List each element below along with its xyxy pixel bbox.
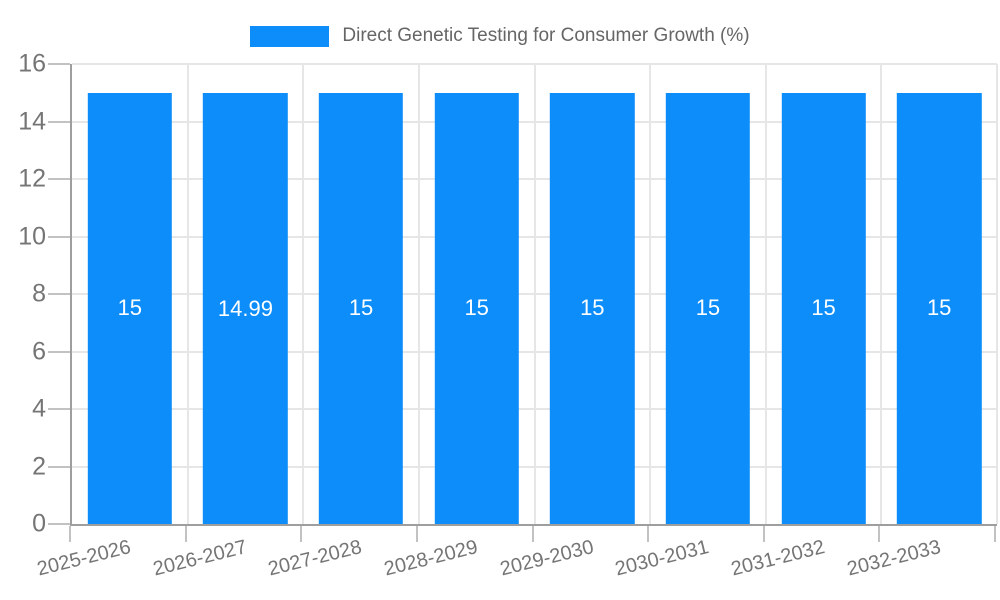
bar: 15 xyxy=(781,92,866,524)
x-axis-tick-label: 2032-2033 xyxy=(844,536,943,581)
x-axis-tick xyxy=(184,526,187,542)
bar: 15 xyxy=(896,92,982,524)
bar: 14.99 xyxy=(203,93,288,524)
x-axis-tick xyxy=(878,526,881,542)
x-axis-tick-label: 2025-2026 xyxy=(34,536,134,581)
bar: 15 xyxy=(665,92,751,524)
x-axis-tick xyxy=(994,526,996,542)
y-axis-tick-label: 8 xyxy=(32,279,46,308)
gridline-vertical xyxy=(996,64,998,524)
x-axis-tick-label: 2029-2030 xyxy=(497,536,596,581)
x-axis-tick-label: 2030-2031 xyxy=(613,536,712,581)
x-axis-tick xyxy=(415,526,418,542)
y-axis-tick-label: 0 xyxy=(32,509,46,538)
legend: Direct Genetic Testing for Consumer Grow… xyxy=(0,25,1000,47)
bar-value-label: 15 xyxy=(811,295,836,321)
y-axis-tick-label: 16 xyxy=(18,49,46,78)
y-axis-tick xyxy=(48,293,70,295)
y-axis-tick xyxy=(48,408,70,410)
bar-value-label: 15 xyxy=(695,295,721,321)
y-axis-tick-label: 4 xyxy=(32,394,46,423)
x-axis-tick-label: 2027-2028 xyxy=(266,536,365,581)
y-axis-tick-label: 2 xyxy=(32,452,46,480)
x-axis-tick xyxy=(69,526,71,542)
gridline-vertical xyxy=(302,64,305,524)
y-axis-tick xyxy=(48,523,70,525)
bar-value-label: 15 xyxy=(580,295,605,321)
gridline-vertical xyxy=(186,64,189,524)
x-axis-tick xyxy=(531,526,534,542)
gridline-vertical xyxy=(649,64,652,524)
y-axis-tick-label: 12 xyxy=(18,164,46,193)
y-axis-tick xyxy=(48,120,70,123)
bar-value-label: 15 xyxy=(464,295,489,321)
y-axis-tick xyxy=(48,63,70,65)
plot-area: 15 14.99 15 15 15 15 15 15 xyxy=(70,63,998,526)
bar-value-label: 15 xyxy=(348,295,374,321)
y-axis-tick-label: 10 xyxy=(18,222,46,250)
bar: 15 xyxy=(87,92,173,524)
legend-swatch xyxy=(250,25,330,47)
x-axis-tick xyxy=(300,526,303,542)
gridline-vertical xyxy=(533,64,536,524)
bar: 15 xyxy=(550,92,635,524)
bar-value-label: 15 xyxy=(117,295,143,321)
bar-value-label: 15 xyxy=(926,295,952,321)
x-axis-tick-label: 2031-2032 xyxy=(728,536,827,581)
x-axis-tick-label: 2028-2029 xyxy=(381,536,481,581)
y-axis-tick xyxy=(48,465,70,468)
y-axis-tick-label: 6 xyxy=(32,337,46,365)
gridline-vertical xyxy=(417,64,420,524)
gridline-vertical xyxy=(880,64,883,524)
x-axis-tick-label: 2026-2027 xyxy=(150,536,249,581)
legend-label: Direct Genetic Testing for Consumer Grow… xyxy=(342,25,750,46)
bar: 15 xyxy=(318,92,404,524)
bar: 15 xyxy=(434,92,519,524)
x-axis-tick xyxy=(647,526,650,542)
y-axis-tick xyxy=(48,235,70,238)
y-axis-tick xyxy=(48,178,70,180)
x-axis-tick xyxy=(762,526,765,542)
y-axis-tick-label: 14 xyxy=(18,107,46,135)
y-axis-tick xyxy=(48,350,70,353)
bar-value-label: 14.99 xyxy=(217,295,273,321)
gridline-vertical xyxy=(764,64,767,524)
